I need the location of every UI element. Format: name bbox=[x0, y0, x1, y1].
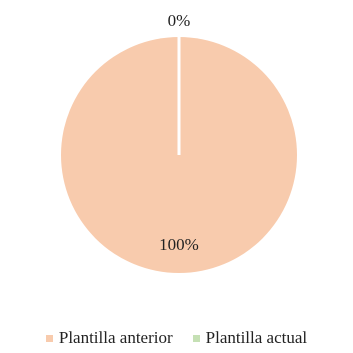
legend-label-plantilla-actual: Plantilla actual bbox=[205, 328, 308, 347]
legend-item-plantilla-anterior: Plantilla anterior bbox=[45, 328, 173, 348]
legend: Plantilla anterior Plantilla actual bbox=[0, 326, 353, 350]
data-label-plantilla-actual: 0% bbox=[168, 11, 191, 30]
legend-swatch-plantilla-actual bbox=[192, 334, 200, 342]
legend-swatch-plantilla-anterior bbox=[45, 334, 53, 342]
legend-label-plantilla-anterior: Plantilla anterior bbox=[58, 328, 173, 347]
pie-chart: 100% 0% bbox=[61, 11, 297, 273]
legend-item-plantilla-actual: Plantilla actual bbox=[192, 328, 308, 348]
data-label-plantilla-anterior: 100% bbox=[159, 235, 199, 254]
